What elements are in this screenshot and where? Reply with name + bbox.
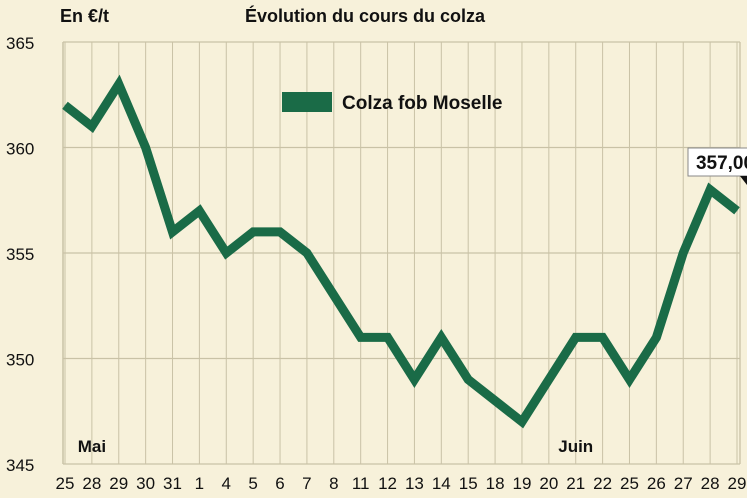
data-point [709, 189, 711, 191]
x-tick-label: 1 [195, 474, 204, 493]
data-point [91, 125, 93, 127]
data-point [736, 210, 738, 212]
x-tick-label: 25 [620, 474, 639, 493]
legend: Colza fob Moselle [282, 92, 502, 114]
x-tick-label: 31 [163, 474, 182, 493]
x-axis-labels: 25 28 29 30 31 1 4 5 6 7 8 11 12 13 14 15 18 19 20 21 22 25 26… [56, 474, 747, 493]
x-tick-label: 26 [647, 474, 666, 493]
x-tick-label: 7 [302, 474, 311, 493]
data-point [602, 336, 604, 338]
data-point [118, 83, 120, 85]
x-tick-label: 20 [539, 474, 558, 493]
x-tick-label: 5 [248, 474, 257, 493]
chart-title: Évolution du cours du colza [245, 6, 486, 26]
annotation-pointer [740, 176, 747, 185]
x-tick-label: 25 [56, 474, 75, 493]
x-tick-label: 13 [405, 474, 424, 493]
data-point [413, 379, 415, 381]
y-tick-label: 350 [6, 351, 34, 370]
x-tick-label: 14 [432, 474, 451, 493]
data-point [145, 147, 147, 148]
legend-swatch [282, 92, 332, 112]
value-annotation: 357,00 [687, 147, 747, 185]
x-tick-label: 19 [512, 474, 531, 493]
y-tick-label: 360 [6, 140, 34, 159]
month-labels: Mai Juin [78, 437, 593, 456]
series-line [62, 74, 740, 429]
x-tick-label: 15 [459, 474, 478, 493]
data-point [252, 231, 254, 233]
y-tick-label: 345 [6, 456, 34, 475]
data-point [64, 104, 66, 106]
data-point [172, 231, 174, 233]
data-point [494, 400, 496, 402]
data-point [306, 252, 308, 254]
data-point [628, 379, 630, 381]
y-axis-labels: 345 350 355 360 365 [6, 34, 34, 475]
x-tick-label: 11 [352, 474, 370, 493]
month-label: Mai [78, 437, 106, 456]
x-tick-label: 12 [378, 474, 397, 493]
data-point [333, 294, 335, 296]
x-tick-label: 21 [566, 474, 585, 493]
grid [63, 41, 740, 465]
data-point [575, 336, 577, 338]
series-colza-fob-moselle [62, 74, 740, 429]
month-label: Juin [558, 437, 593, 456]
y-axis-unit-label: En €/t [60, 6, 110, 26]
x-tick-label: 30 [136, 474, 155, 493]
legend-label: Colza fob Moselle [342, 93, 502, 114]
x-tick-label: 27 [674, 474, 693, 493]
annotation-box [687, 147, 747, 177]
data-point [360, 336, 362, 338]
y-tick-label: 355 [6, 245, 34, 264]
data-point [225, 252, 227, 254]
x-tick-label: 22 [593, 474, 612, 493]
data-point [521, 421, 523, 423]
y-tick-label: 365 [6, 34, 34, 53]
axes [62, 42, 741, 464]
data-point [440, 336, 442, 338]
data-point [198, 210, 200, 212]
data-point [279, 231, 281, 233]
data-point [682, 252, 684, 254]
data-point [548, 379, 550, 381]
x-tick-label: 28 [82, 474, 101, 493]
data-point [387, 336, 389, 338]
x-tick-label: 29 [109, 474, 128, 493]
data-point [655, 336, 657, 338]
data-point [467, 379, 469, 381]
x-tick-label: 8 [329, 474, 338, 493]
x-tick-label: 18 [486, 474, 505, 493]
x-tick-label: 6 [275, 474, 284, 493]
x-tick-label: 28 [701, 474, 720, 493]
x-tick-label: 29 [728, 474, 747, 493]
annotation-value: 357,00 [696, 153, 747, 174]
x-tick-label: 4 [222, 474, 231, 493]
